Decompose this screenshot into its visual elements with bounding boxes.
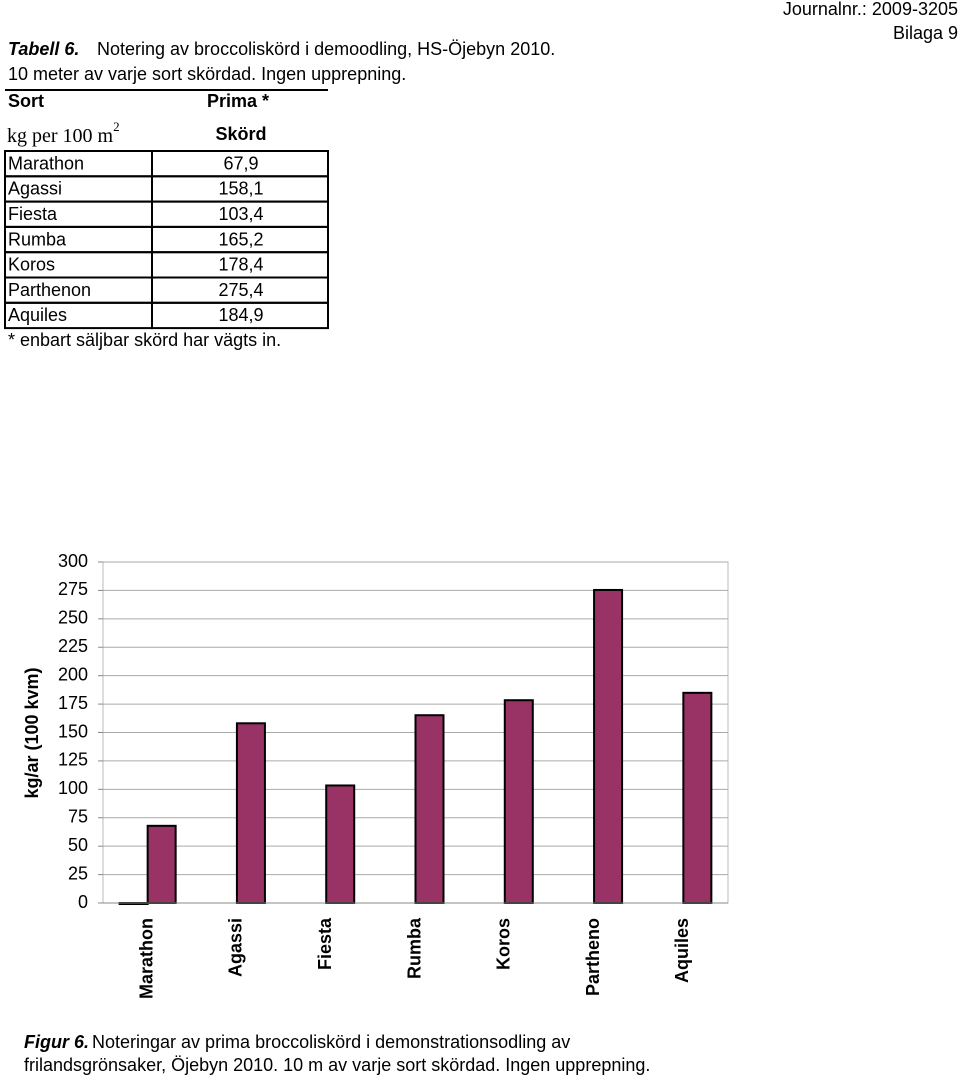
figure-caption: Noteringar av prima broccoliskörd i demo… <box>92 1032 570 1052</box>
column-header: Skörd <box>215 124 266 144</box>
unit-text: kg per 100 m <box>7 125 114 147</box>
x-tick-label: Koros <box>494 918 514 970</box>
table-note: * enbart säljbar skörd har vägts in. <box>8 330 281 350</box>
row-value: 158,1 <box>218 179 263 199</box>
unit-sup: 2 <box>113 119 120 134</box>
row-name: Marathon <box>8 153 84 173</box>
bar <box>325 784 356 905</box>
y-tick-label: 50 <box>68 835 88 855</box>
journal-number: Journalnr.: 2009-3205 <box>783 0 958 19</box>
row-value: 178,4 <box>218 255 263 275</box>
y-tick-label: 275 <box>58 579 88 599</box>
y-axis-label: kg/ar (100 kvm) <box>22 667 42 798</box>
table-cell <box>151 301 329 330</box>
y-tick-label: 200 <box>58 664 88 684</box>
x-tick-label: Aquiles <box>672 918 692 983</box>
y-tick-label: 125 <box>58 750 88 770</box>
x-tick-label: Agassi <box>226 918 246 977</box>
row-name: Aquiles <box>8 305 67 325</box>
unit: kg per 100 m2 <box>7 119 120 147</box>
column-header: Prima * <box>207 91 269 111</box>
table-caption: Notering av broccoliskörd i demoodling, … <box>97 39 555 59</box>
x-tick-label: Fiesta <box>315 917 335 970</box>
x-tick-label: Marathon <box>136 918 156 999</box>
x-tick-label: Partheno <box>583 918 603 996</box>
row-name: Parthenon <box>8 280 91 300</box>
row-value: 275,4 <box>218 280 263 300</box>
row-name: Fiesta <box>8 204 58 224</box>
table-caption: 10 meter av varje sort skördad. Ingen up… <box>8 64 406 84</box>
table-label: Tabell 6. <box>8 39 79 59</box>
column-header: Sort <box>8 91 44 111</box>
y-tick-label: 150 <box>58 721 88 741</box>
y-tick-label: 175 <box>58 693 88 713</box>
row-name: Agassi <box>8 179 62 199</box>
y-tick-label: 225 <box>58 636 88 656</box>
figure-caption: frilandsgrönsaker, Öjebyn 2010. 10 m av … <box>24 1055 650 1075</box>
row-name: Koros <box>8 255 55 275</box>
bar <box>593 588 624 904</box>
bar <box>235 722 266 905</box>
y-tick-label: 75 <box>68 807 88 827</box>
x-tick-label: Rumba <box>404 917 424 979</box>
bar <box>503 699 534 905</box>
row-value: 67,9 <box>223 153 258 173</box>
bar <box>414 714 445 904</box>
figure-label: Figur 6. <box>24 1032 89 1052</box>
y-tick-label: 100 <box>58 778 88 798</box>
row-value: 165,2 <box>218 229 263 249</box>
row-name: Rumba <box>8 229 67 249</box>
y-tick-label: 300 <box>58 551 88 571</box>
row-value: 103,4 <box>218 204 263 224</box>
y-tick-label: 0 <box>78 892 88 912</box>
y-tick-label: 250 <box>58 608 88 628</box>
row-value: 184,9 <box>218 305 263 325</box>
appendix: Bilaga 9 <box>893 23 958 43</box>
bar <box>682 691 713 904</box>
bar <box>146 824 177 904</box>
y-tick-label: 25 <box>68 863 88 883</box>
